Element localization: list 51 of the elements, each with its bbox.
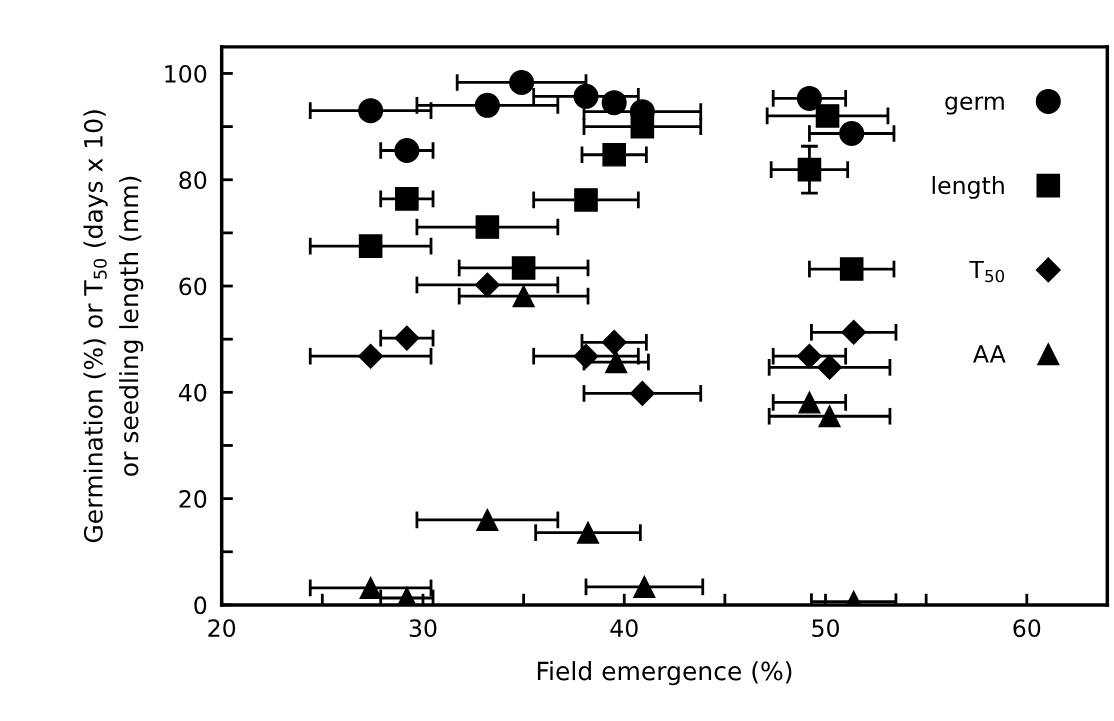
y-tick-label: 100 (165, 64, 207, 83)
point (817, 354, 843, 380)
point (512, 285, 535, 308)
point (358, 234, 383, 258)
x-tick-label: 20 (208, 619, 236, 638)
legend-label: AA (973, 345, 1006, 363)
point (797, 157, 822, 182)
point (358, 343, 384, 369)
point (511, 256, 536, 280)
y-axis-title: Germination (%) or T$_{50}$ (days x 10) or seedling length (mm) (83, 110, 144, 543)
y-tick-label: 60 (179, 277, 207, 296)
point (839, 120, 865, 146)
point (629, 380, 655, 406)
x-axis-title: Field emergence (%) (537, 661, 792, 686)
point (574, 188, 598, 212)
point (474, 92, 500, 118)
x-tick-label: 40 (610, 619, 638, 638)
point (474, 272, 500, 298)
y-tick-label: 0 (194, 596, 207, 615)
point (509, 69, 535, 95)
point (605, 350, 628, 374)
point (839, 257, 864, 281)
legend-label: germ (945, 96, 1004, 115)
point (841, 319, 867, 345)
y-tick-label: 80 (179, 171, 207, 190)
point (815, 104, 840, 128)
point (476, 508, 499, 531)
point (601, 329, 627, 355)
point (798, 391, 821, 414)
x-tick-label: 60 (1013, 619, 1041, 638)
point (796, 85, 822, 111)
point (630, 114, 655, 139)
point (359, 576, 382, 600)
x-tick-label: 50 (812, 619, 839, 638)
point (395, 187, 419, 211)
legend-label: T$_{50}$ (969, 260, 1005, 283)
point (576, 521, 600, 544)
point (818, 405, 841, 428)
y-tick-label: 40 (178, 383, 207, 402)
point (358, 98, 384, 124)
legend-label: length (932, 175, 1004, 199)
point (633, 575, 656, 598)
point (796, 343, 822, 369)
point (394, 138, 420, 164)
point (602, 142, 626, 167)
y-tick-label: 20 (179, 490, 207, 508)
point (601, 90, 627, 116)
point (394, 325, 420, 351)
point (475, 215, 500, 239)
point (573, 83, 599, 109)
x-tick-label: 30 (409, 619, 437, 638)
